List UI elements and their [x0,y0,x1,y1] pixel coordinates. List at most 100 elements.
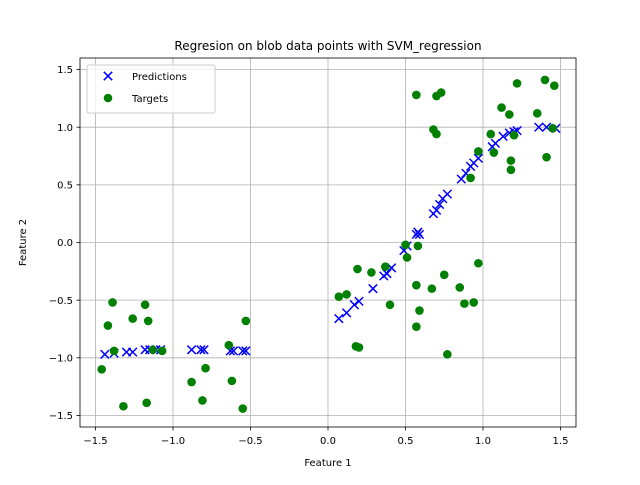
target-point [489,148,499,157]
y-axis-title: Feature 2 [18,219,29,266]
target-point [103,321,113,330]
prediction-point [354,296,364,307]
x-tick-label: 0.5 [398,436,414,447]
x-tick-label: 1.5 [553,436,569,447]
target-point [436,88,446,97]
prediction-point [534,122,544,132]
targets-series [97,75,559,413]
target-point [413,241,423,251]
legend-marker-predictions [103,71,113,81]
prediction-point [442,189,453,199]
target-point [469,298,479,307]
prediction-point [382,268,392,279]
target-point [532,109,542,118]
target-point [142,398,151,408]
prediction-point [238,346,248,356]
x-marker-stroke [386,263,397,273]
x-marker-stroke [349,300,360,310]
chart-title: Regresion on blob data points with SVM_r… [174,39,481,53]
target-point [128,314,137,323]
x-tick-label: −0.5 [238,436,262,447]
target-point [119,401,128,411]
prediction-point [186,345,197,355]
target-point [540,75,550,85]
x-marker-stroke [186,345,197,355]
x-tick-label: −1.5 [83,436,107,447]
target-point [412,280,421,290]
target-point [140,300,150,310]
y-tick-label: −1.0 [49,353,73,364]
x-marker-stroke [431,205,442,215]
target-point [108,298,117,307]
target-point [201,363,210,373]
prediction-point [414,229,425,240]
target-point [412,90,421,100]
target-point [241,316,251,326]
x-marker-stroke [241,346,251,356]
target-point [401,240,410,250]
y-tick-label: −1.5 [49,411,73,422]
target-point [512,79,522,88]
target-point [486,129,496,139]
target-point [466,173,475,183]
target-point [97,365,106,374]
target-point [198,396,207,405]
x-tick-label: 0.0 [320,436,336,447]
prediction-point [199,345,209,355]
x-marker-stroke [414,229,425,240]
x-marker-stroke [382,268,392,279]
x-marker-stroke [434,199,445,210]
x-marker-stroke [225,346,236,356]
target-point [342,290,351,299]
plot-frame [79,57,577,428]
x-marker-stroke [368,283,378,294]
target-point [455,283,465,292]
target-point [506,156,516,165]
y-tick-label: 0.5 [57,180,73,191]
legend: Predictions Targets [86,64,216,114]
prediction-point [127,347,138,357]
axis-ticks: −1.5 −1.0 −0.5 0.0 0.5 1.0 1.5 −1.5 −1.0 −0.5 0.0 0… [49,65,569,447]
prediction-point [341,308,352,318]
target-point [550,81,559,90]
x-marker-stroke [541,122,552,132]
prediction-point [241,346,251,356]
target-point [432,129,441,139]
prediction-point [368,283,378,294]
x-marker-stroke [127,347,138,357]
prediction-point [431,205,442,215]
target-point [148,345,158,355]
target-point [415,306,424,315]
x-marker-stroke [534,122,544,132]
prediction-point [100,349,110,360]
target-point [187,377,196,387]
x-marker-stroke [354,296,364,307]
legend-label-predictions: Predictions [132,72,187,83]
target-point [227,376,237,386]
x-marker-stroke [238,346,248,356]
prediction-point [434,199,445,210]
target-point [381,262,390,272]
y-tick-label: −0.5 [49,296,73,307]
target-point [474,147,483,156]
x-marker-stroke [442,189,453,199]
y-tick-label: 1.0 [57,123,73,134]
prediction-point [456,174,467,184]
target-point [427,284,437,293]
x-marker-stroke [456,174,467,184]
target-point [506,165,516,175]
x-marker-stroke [473,153,484,164]
target-point [354,343,364,352]
legend-marker-targets [103,93,113,103]
target-point [402,253,412,262]
x-marker-stroke [228,346,239,356]
target-point [505,110,514,119]
x-marker-stroke [498,131,508,142]
legend-dot-marker [103,93,113,103]
grid [80,58,576,427]
prediction-point [334,313,344,324]
target-point [143,316,153,326]
x-marker-stroke [341,308,352,318]
